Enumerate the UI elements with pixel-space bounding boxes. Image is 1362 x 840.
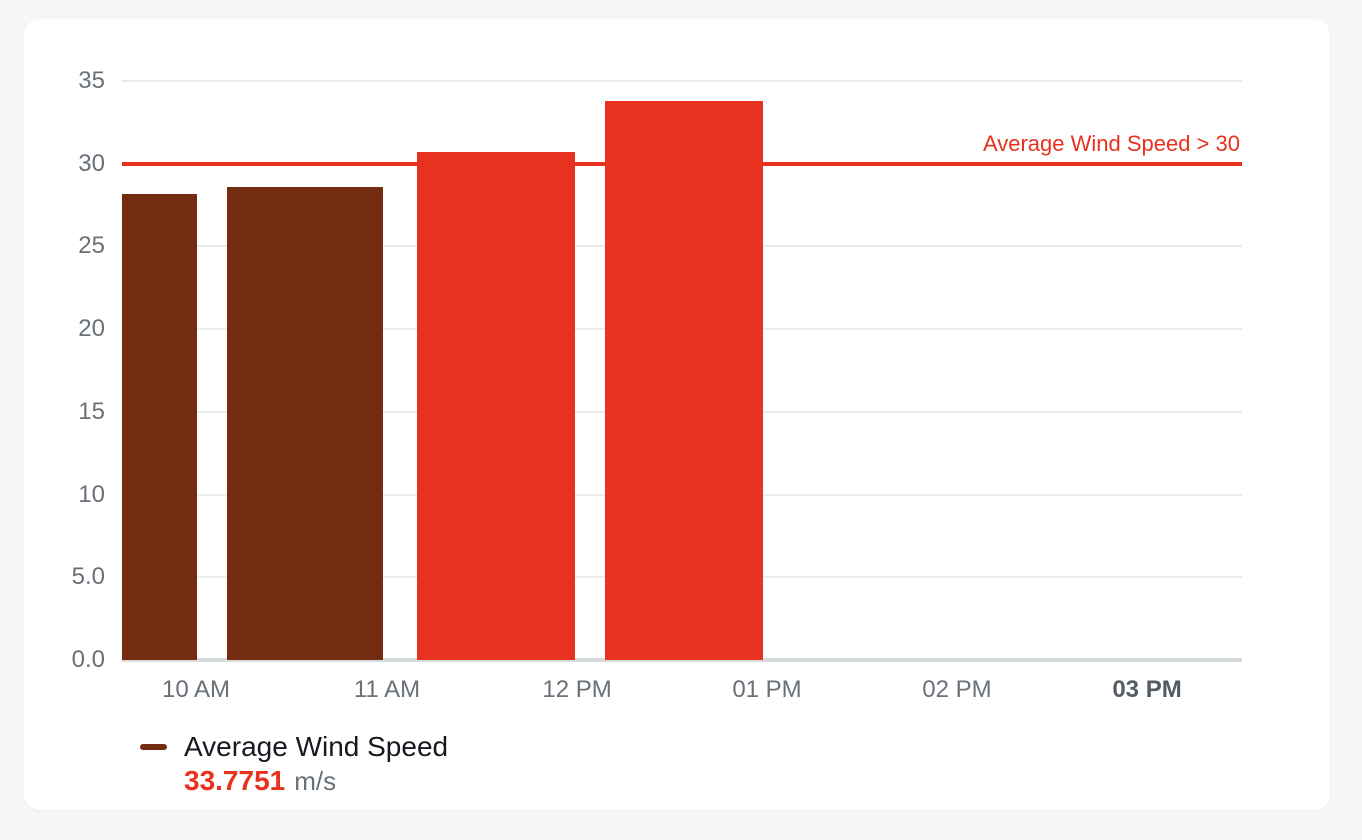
chart-widget-card: Average Wind Speed > 30 0.0 5.0 10 15 20 25 30…	[24, 19, 1330, 810]
y-axis-tick-label: 0.0	[71, 646, 105, 673]
x-axis-tick-label: 11 AM	[353, 676, 421, 703]
legend-series-label[interactable]: Average Wind Speed	[184, 731, 449, 762]
x-axis-line	[122, 658, 1242, 662]
x-axis-tick-label: 02 PM	[922, 676, 992, 703]
y-axis-tick-label: 35	[78, 67, 105, 94]
bar-0-below-threshold[interactable]	[122, 193, 198, 660]
bar-1-below-threshold[interactable]	[227, 186, 384, 660]
legend-value-row: 33.7751 m/s	[184, 765, 448, 802]
y-axis-tick-label: 20	[78, 315, 105, 343]
plot-area: Average Wind Speed > 30 0.0 5.0 10 15 20 25 30…	[72, 67, 1242, 703]
x-axis-tick-label: 12 PM	[542, 676, 612, 703]
threshold-label: Average Wind Speed > 30	[982, 130, 1240, 156]
legend-dash-icon	[140, 744, 167, 750]
bar-3-above-threshold[interactable]	[605, 101, 764, 660]
legend-value: 33.7751	[184, 765, 286, 796]
legend-text: Average Wind Speed 33.7751 m/s	[184, 730, 448, 802]
y-axis-tick-label: 30	[78, 149, 105, 177]
y-axis-tick-label: 10	[78, 480, 105, 508]
x-axis-tick-label: 10 AM	[162, 676, 231, 703]
threshold-line	[122, 161, 1242, 166]
y-axis-tick-label: 15	[78, 397, 105, 425]
y-axis-tick-label: 5.0	[71, 563, 105, 591]
bar-2-above-threshold[interactable]	[417, 152, 576, 660]
x-axis-tick-label: 01 PM	[732, 676, 802, 703]
x-axis-tick-label: 03 PM	[1112, 676, 1182, 703]
legend-unit: m/s	[294, 766, 337, 796]
legend-item[interactable]: Average Wind Speed 33.7751 m/s	[140, 730, 448, 802]
y-axis-tick-label: 25	[78, 232, 105, 260]
gridline	[122, 80, 1242, 82]
